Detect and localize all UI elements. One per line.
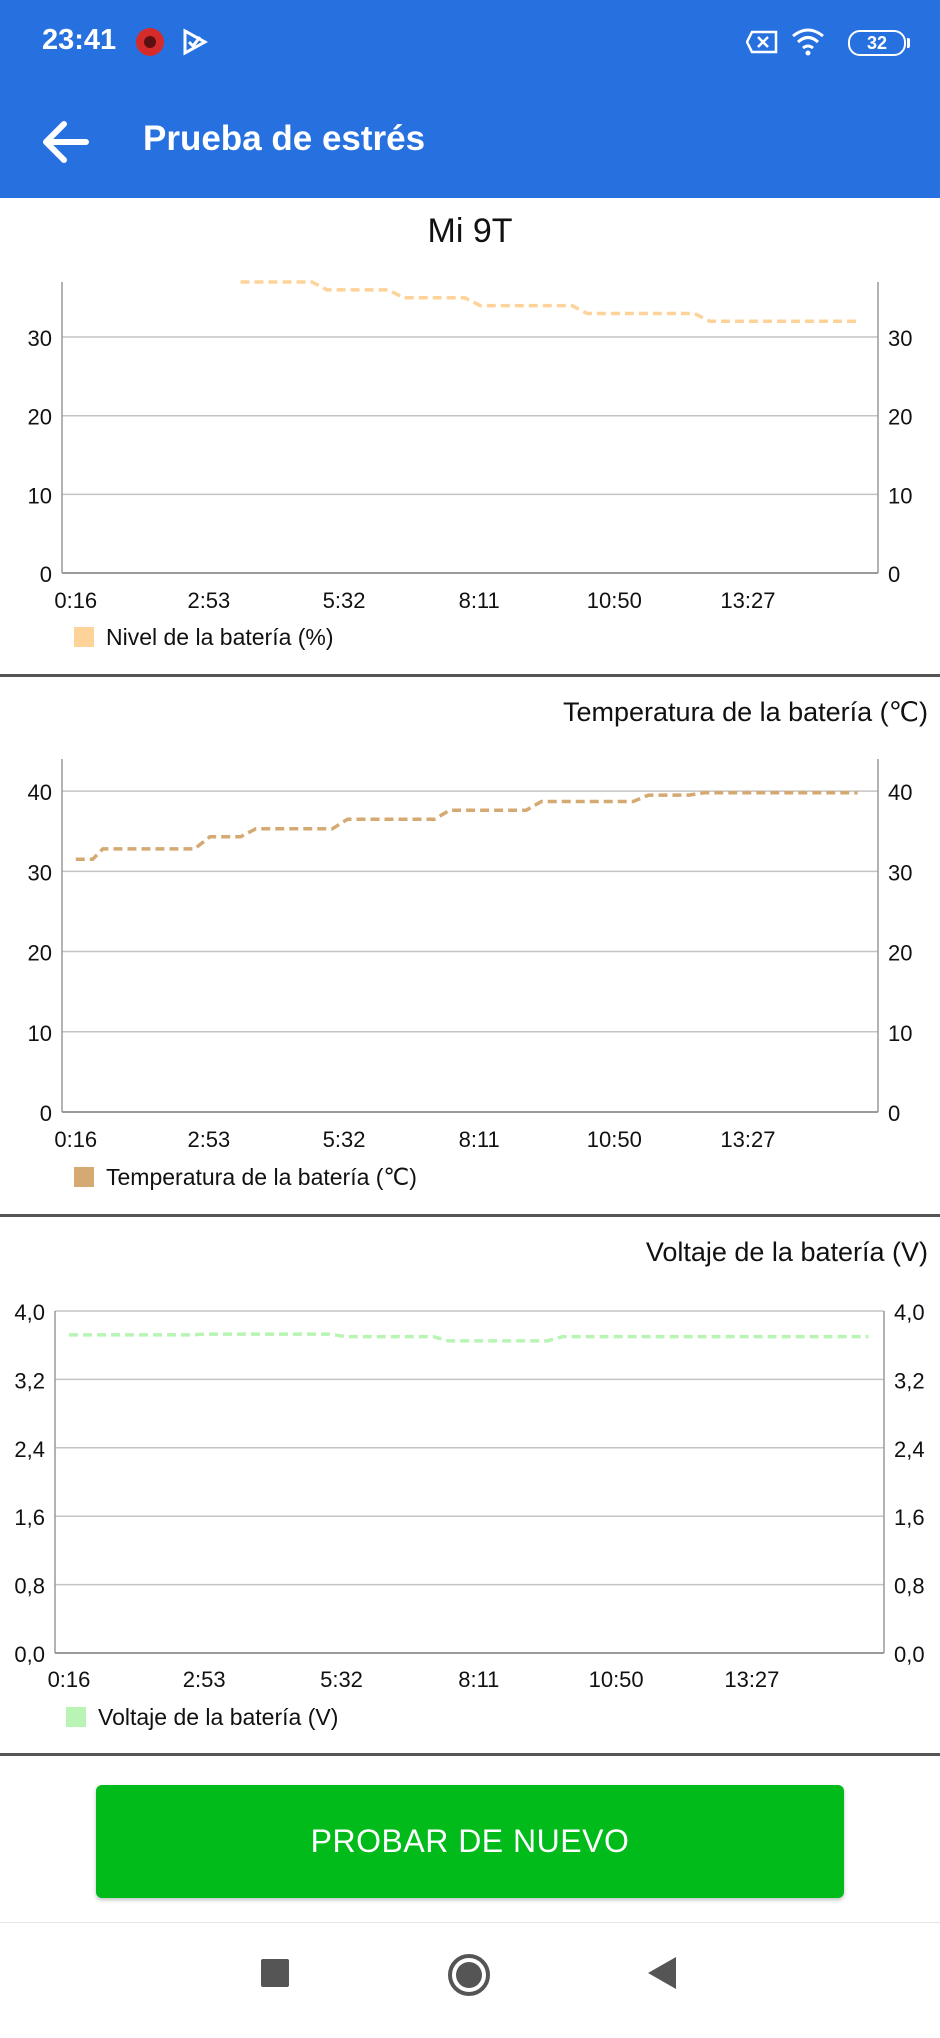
home-icon[interactable] [447, 1953, 491, 1997]
y-tick-label-left: 0,8 [14, 1574, 45, 1599]
series-line [240, 280, 858, 324]
x-tick-label: 13:27 [720, 588, 775, 613]
wifi-icon [792, 28, 824, 56]
legend-swatch [74, 1167, 94, 1187]
series-line [69, 1332, 869, 1343]
legend-swatch [66, 1707, 86, 1727]
back-triangle-icon[interactable] [646, 1956, 678, 1990]
y-tick-label-right: 2,4 [894, 1437, 925, 1462]
y-tick-label-left: 0,0 [14, 1642, 45, 1667]
y-tick-label-right: 0,0 [894, 1642, 925, 1667]
device-name: Mi 9T [428, 212, 513, 250]
y-tick-label-right: 0 [888, 1101, 900, 1126]
x-tick-label: 8:11 [459, 588, 500, 613]
y-tick-label-left: 20 [28, 405, 52, 430]
y-tick-label-left: 30 [28, 326, 52, 351]
notification-check-icon [183, 28, 208, 56]
y-tick-label-left: 40 [28, 780, 52, 805]
x-tick-label: 8:11 [459, 1127, 500, 1152]
chart-title: Temperatura de la batería (℃) [563, 697, 928, 727]
x-tick-label: 0:16 [54, 588, 97, 613]
battery-temperature-chart-svg: Temperatura de la batería (℃) 0 0 10 10 20 20 3… [28, 697, 928, 1190]
y-tick-label-right: 30 [888, 860, 912, 885]
y-tick-label-left: 10 [28, 1021, 52, 1046]
x-tick-label: 2:53 [183, 1667, 226, 1692]
x-tick-label: 5:32 [323, 1127, 366, 1152]
chart-title: Voltaje de la batería (V) [646, 1237, 928, 1267]
y-tick-label-right: 4,0 [894, 1300, 925, 1325]
series-line [75, 790, 858, 862]
battery-voltage-chart-svg: Voltaje de la batería (V) 0,0 0,0 0,8 0,8 1,6… [14, 1237, 928, 1730]
battery-level-chart: Mi 9T 0 0 10 10 20 20 30 30 0:16 2:53 5:32 8:11 10:50… [0, 198, 940, 674]
x-tick-label: 2:53 [187, 1127, 230, 1152]
legend-swatch [74, 627, 94, 647]
x-tick-label: 13:27 [724, 1667, 779, 1692]
status-time: 23:41 [42, 24, 117, 56]
y-tick-label-left: 3,2 [14, 1368, 45, 1393]
y-tick-label-left: 1,6 [14, 1505, 45, 1530]
section-divider [0, 674, 940, 677]
y-tick-label-left: 20 [28, 941, 52, 966]
y-tick-label-right: 0,8 [894, 1574, 925, 1599]
x-tick-label: 10:50 [589, 1667, 644, 1692]
x-tick-label: 2:53 [187, 588, 230, 613]
notification-app-icon [136, 28, 164, 56]
y-tick-label-right: 10 [888, 483, 912, 508]
battery-voltage-chart: Voltaje de la batería (V) 0,0 0,0 0,8 0,8 1,6… [0, 1217, 940, 1753]
x-tick-label: 13:27 [720, 1127, 775, 1152]
x-tick-label: 10:50 [587, 1127, 642, 1152]
y-tick-label-right: 40 [888, 780, 912, 805]
section-divider [0, 1214, 940, 1217]
battery-level-chart-svg: Mi 9T 0 0 10 10 20 20 30 30 0:16 2:53 5:32 8:11 10:50… [28, 212, 913, 650]
app-bar: 23:41 32 Prueba de estrés [0, 0, 940, 198]
battery-indicator: 32 [848, 30, 910, 56]
y-tick-label-right: 1,6 [894, 1505, 925, 1530]
x-tick-label: 0:16 [48, 1667, 91, 1692]
y-tick-label-right: 30 [888, 326, 912, 351]
x-tick-label: 5:32 [320, 1667, 363, 1692]
retry-button[interactable]: PROBAR DE NUEVO [96, 1785, 844, 1898]
x-tick-label: 10:50 [587, 588, 642, 613]
y-tick-label-left: 2,4 [14, 1437, 45, 1462]
y-tick-label-right: 20 [888, 941, 912, 966]
legend-label: Temperatura de la batería (℃) [106, 1164, 417, 1190]
y-tick-label-right: 3,2 [894, 1368, 925, 1393]
y-tick-label-left: 30 [28, 860, 52, 885]
y-tick-label-right: 20 [888, 405, 912, 430]
y-tick-label-left: 0 [40, 1101, 52, 1126]
x-tick-label: 0:16 [54, 1127, 97, 1152]
y-tick-label-right: 10 [888, 1021, 912, 1046]
battery-temperature-chart: Temperatura de la batería (℃) 0 0 10 10 20 20 3… [0, 677, 940, 1214]
y-tick-label-left: 10 [28, 483, 52, 508]
page-title: Prueba de estrés [143, 119, 426, 158]
back-arrow-button[interactable] [40, 118, 90, 166]
legend-label: Voltaje de la batería (V) [98, 1704, 338, 1730]
y-tick-label-left: 4,0 [14, 1300, 45, 1325]
x-tick-label: 8:11 [458, 1667, 499, 1692]
sim-x-icon [746, 30, 778, 54]
y-tick-label-right: 0 [888, 562, 900, 587]
recent-apps-icon[interactable] [260, 1958, 290, 1988]
legend-label: Nivel de la batería (%) [106, 624, 334, 650]
section-divider [0, 1753, 940, 1756]
y-tick-label-left: 0 [40, 562, 52, 587]
system-nav-bar [0, 1922, 940, 2038]
x-tick-label: 5:32 [323, 588, 366, 613]
